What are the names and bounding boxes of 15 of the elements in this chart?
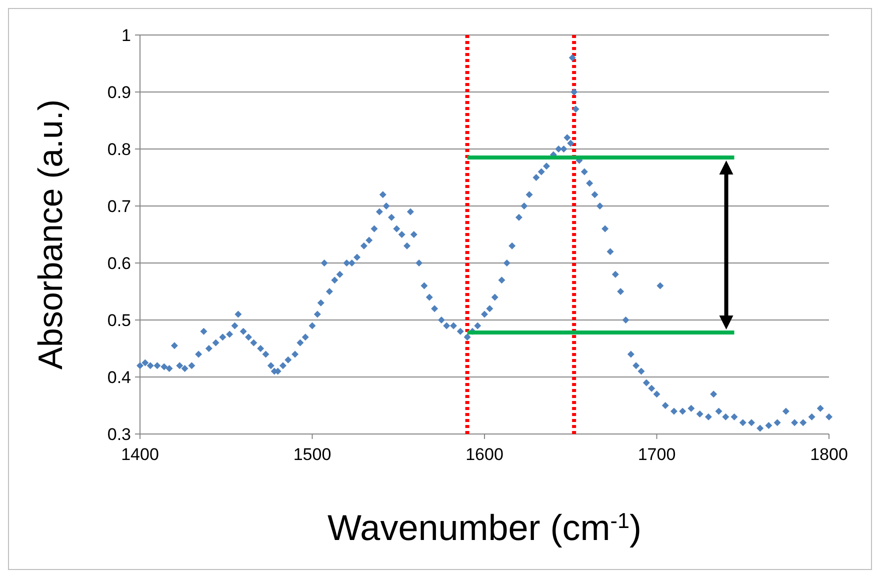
y-tick-label: 0.7	[107, 196, 131, 216]
y-axis-title: Absorbance (a.u.)	[32, 99, 70, 370]
x-tick-label: 1600	[466, 445, 504, 464]
y-tick-label: 0.9	[107, 82, 131, 102]
y-tick-label: 1	[122, 26, 131, 45]
x-tick-label: 1800	[810, 445, 848, 464]
x-tick-label: 1500	[293, 445, 332, 464]
y-tick-label: 0.6	[107, 254, 131, 273]
x-axis-title: Wavenumber (cm$^{-1}$)	[328, 507, 642, 548]
y-tick-label: 0.5	[107, 310, 131, 330]
x-tick-label: 1700	[638, 445, 676, 464]
y-tick-label: 0.8	[107, 140, 131, 159]
y-tick-label: 0.3	[107, 424, 131, 444]
y-tick-label: 0.4	[107, 368, 131, 387]
x-tick-label: 1400	[121, 445, 159, 464]
